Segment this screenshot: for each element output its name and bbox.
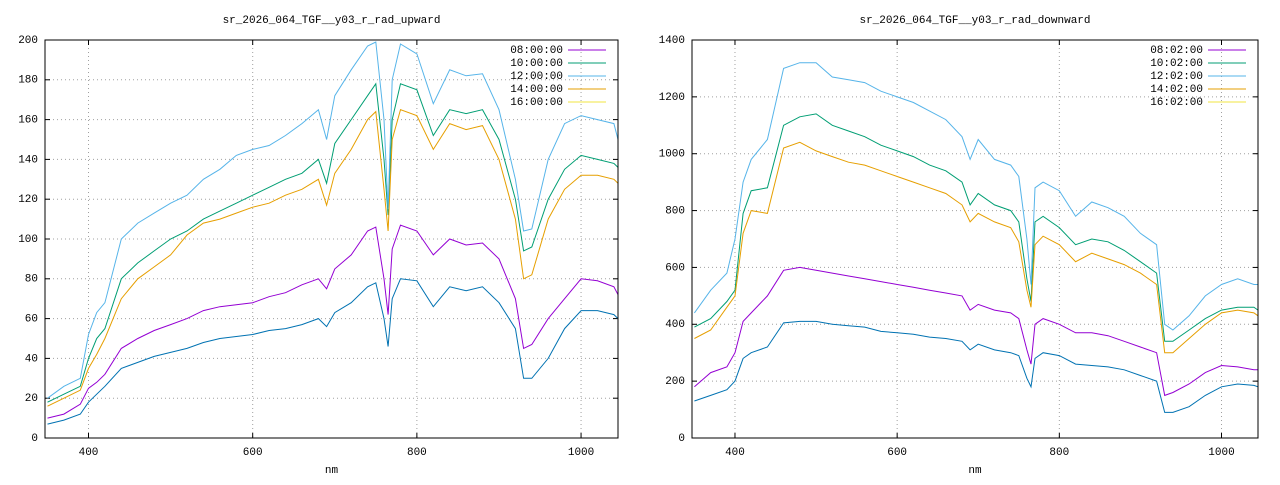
data-line	[694, 266, 1258, 397]
legend-label: 10:02:00	[1150, 58, 1203, 70]
y-tick-label: 40	[25, 353, 38, 365]
legend-label: 12:02:00	[1150, 71, 1203, 83]
x-tick-label: 800	[407, 447, 427, 459]
data-line	[47, 82, 619, 403]
y-tick-label: 800	[665, 205, 685, 217]
legend-label: 12:00:00	[510, 71, 563, 83]
x-tick-label: 800	[1049, 447, 1069, 459]
data-line	[47, 278, 619, 425]
y-tick-label: 20	[25, 393, 38, 405]
y-tick-label: 0	[678, 433, 685, 445]
x-tick-label: 600	[243, 447, 263, 459]
legend-label: 08:02:00	[1150, 45, 1203, 57]
data-line	[694, 320, 1259, 413]
x-axis-label: nm	[968, 465, 982, 477]
chart-title: sr_2026_064_TGF__y03_r_rad_upward	[223, 15, 441, 27]
y-tick-label: 180	[18, 75, 38, 87]
x-axis-label: nm	[325, 465, 339, 477]
data-line	[693, 62, 1258, 331]
y-tick-label: 0	[31, 433, 38, 445]
x-tick-label: 1000	[568, 447, 594, 459]
legend-label: 16:00:00	[510, 97, 563, 109]
y-tick-label: 140	[18, 154, 38, 166]
y-tick-label: 1000	[659, 149, 685, 161]
y-tick-label: 60	[25, 314, 38, 326]
plot-frame	[44, 39, 619, 439]
legend-label: 14:00:00	[510, 84, 563, 96]
legend-label: 10:00:00	[510, 58, 563, 70]
data-line	[694, 113, 1259, 342]
data-line	[47, 41, 619, 399]
legend-label: 16:02:00	[1150, 97, 1203, 109]
data-line	[694, 141, 1259, 354]
x-tick-label: 600	[887, 447, 907, 459]
plot-frame	[691, 39, 1259, 439]
y-tick-label: 1400	[659, 35, 685, 47]
y-tick-label: 80	[25, 274, 38, 286]
y-tick-label: 160	[18, 115, 38, 127]
legend-label: 08:00:00	[510, 45, 563, 57]
x-tick-label: 1000	[1208, 447, 1234, 459]
x-tick-label: 400	[725, 447, 745, 459]
data-line	[47, 109, 619, 407]
y-tick-label: 120	[18, 194, 38, 206]
data-line	[47, 224, 619, 419]
y-tick-label: 200	[18, 35, 38, 47]
chart-title: sr_2026_064_TGF__y03_r_rad_downward	[859, 15, 1090, 27]
y-tick-label: 200	[665, 376, 685, 388]
y-tick-label: 600	[665, 262, 685, 274]
y-tick-label: 100	[18, 234, 38, 246]
y-tick-label: 1200	[659, 92, 685, 104]
legend-label: 14:02:00	[1150, 84, 1203, 96]
x-tick-label: 400	[79, 447, 99, 459]
y-tick-label: 400	[665, 319, 685, 331]
